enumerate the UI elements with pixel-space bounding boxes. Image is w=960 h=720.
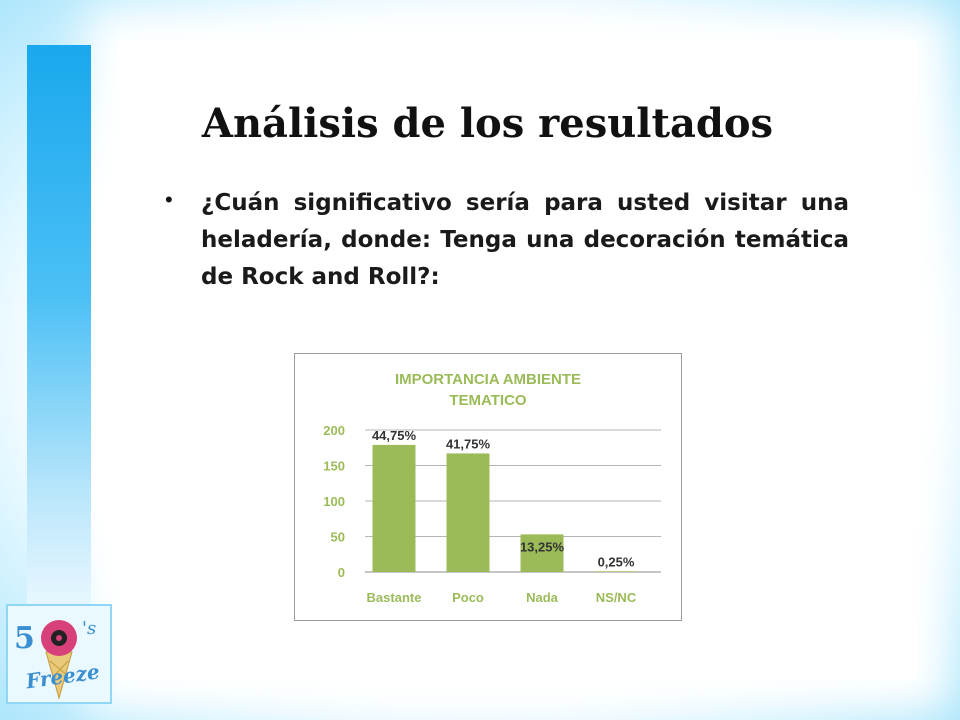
y-tick-label: 150 — [323, 459, 345, 474]
bar-bastante — [372, 444, 416, 572]
chart-title-line-1: IMPORTANCIA AMBIENTE — [395, 371, 581, 388]
data-label: 13,25% — [520, 539, 565, 554]
data-label: 0,25% — [598, 554, 635, 569]
y-tick-label: 100 — [323, 494, 345, 509]
decorative-side-bar — [27, 45, 91, 605]
data-label: 41,75% — [446, 436, 491, 451]
svg-text:Freeze: Freeze — [24, 659, 102, 693]
bar-ns-nc — [594, 571, 638, 572]
survey-question: ¿Cuán significativo sería para usted vis… — [201, 190, 849, 290]
slide-title: Análisis de los resultados — [201, 100, 774, 147]
labels: 0 50 100 150 200 44,75% Bastante 41,75% Poco 13,2… — [323, 423, 637, 605]
data-label: 44,75% — [372, 428, 417, 443]
bar-poco — [446, 453, 490, 572]
x-tick-label: Nada — [526, 590, 559, 605]
svg-text:5: 5 — [14, 621, 35, 656]
x-tick-label: Poco — [452, 590, 484, 605]
brand-logo: 5 's Freeze — [6, 604, 112, 704]
bullet-icon: • — [165, 187, 173, 212]
chart-title-line-2: TEMATICO — [449, 392, 527, 409]
bar-nada — [520, 534, 564, 572]
ice-cream-logo-icon: 5 's Freeze — [14, 618, 102, 700]
chart-svg: IMPORTANCIA AMBIENTE TEMATICO 0 50 100 150 2… — [323, 371, 661, 605]
svg-text:'s: 's — [82, 618, 96, 639]
x-tick-label: Bastante — [367, 590, 422, 605]
y-tick-label: 50 — [331, 530, 345, 545]
y-tick-label: 0 — [338, 565, 345, 580]
y-tick-label: 200 — [323, 423, 345, 438]
bars — [372, 444, 638, 572]
x-tick-label: NS/NC — [596, 590, 637, 605]
bar-chart: IMPORTANCIA AMBIENTE TEMATICO 0 50 100 150 2… — [294, 353, 682, 621]
